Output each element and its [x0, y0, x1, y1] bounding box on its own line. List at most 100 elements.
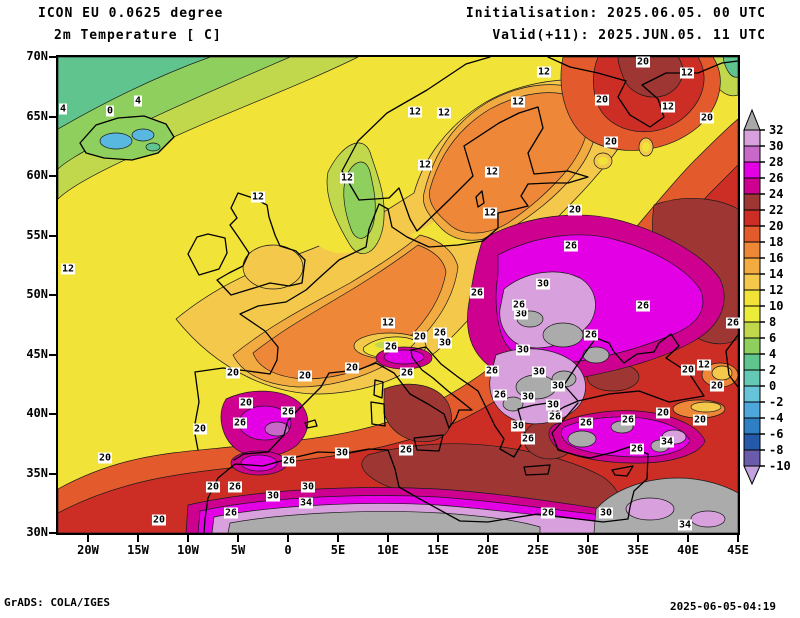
legend-value-label: 10 [769, 299, 783, 313]
legend-swatch [743, 257, 761, 275]
legend-swatch [743, 417, 761, 435]
legend-value-label: 4 [769, 347, 776, 361]
legend-swatch [743, 369, 761, 387]
lon-tick [137, 534, 139, 542]
lat-tick [49, 532, 57, 534]
legend-swatch [743, 129, 761, 147]
lat-tick-label: 40N [26, 406, 48, 420]
lat-tick-label: 50N [26, 287, 48, 301]
lon-tick-label: 15W [127, 543, 149, 557]
lon-tick-label: 20W [77, 543, 99, 557]
legend-swatch [743, 161, 761, 179]
lon-tick [687, 534, 689, 542]
lon-tick-label: 0 [284, 543, 292, 557]
legend-value-label: 6 [769, 331, 776, 345]
lat-tick [49, 353, 57, 356]
lon-tick-label: 5E [330, 543, 346, 557]
lon-tick [237, 534, 239, 542]
lat-tick-label: 65N [26, 108, 48, 123]
legend-value-label: 16 [769, 251, 783, 265]
legend-value-label: -8 [769, 443, 783, 457]
lat-tick [49, 56, 57, 58]
legend-value-label: 8 [769, 315, 776, 329]
lat-tick-label: 55N [26, 227, 48, 242]
creation-timestamp: 2025-06-05-04:19 [670, 600, 776, 613]
lon-tick-label: 20E [477, 543, 499, 557]
lon-tick-label: 45E [727, 543, 749, 557]
lat-tick-label: 70N [26, 49, 48, 63]
legend-swatch [743, 193, 761, 211]
lat-tick [49, 115, 57, 118]
legend-value-label: 24 [769, 187, 783, 201]
lon-tick [637, 534, 639, 542]
lon-tick-label: 35E [627, 543, 649, 557]
lat-tick [49, 234, 57, 237]
valid-time-label: Valid(+11): 2025.JUN.05. 11 UTC [492, 28, 766, 43]
legend-value-label: 2 [769, 363, 776, 377]
legend-swatch [743, 145, 761, 163]
legend-value-label: -2 [769, 395, 783, 409]
lat-tick [49, 294, 57, 296]
lon-tick [537, 534, 539, 542]
field-title: 2m Temperature [ C] [54, 28, 222, 43]
legend-value-label: -10 [769, 459, 791, 473]
lon-tick-label: 40E [677, 543, 699, 557]
legend-value-label: -4 [769, 411, 783, 425]
temperature-field-layer [58, 57, 738, 533]
legend-value-label: 22 [769, 203, 783, 217]
legend-swatch [743, 177, 761, 195]
model-title: ICON EU 0.0625 degree [38, 6, 224, 21]
legend-swatch [743, 385, 761, 403]
legend-swatch [743, 449, 761, 467]
lon-tick [337, 534, 339, 542]
legend-swatch [743, 273, 761, 291]
above-range-arrow [743, 108, 761, 131]
legend-swatch [743, 241, 761, 259]
lon-tick-label: 10E [377, 543, 399, 557]
legend-value-label: 18 [769, 235, 783, 249]
legend-swatch [743, 337, 761, 355]
lon-tick [487, 534, 489, 542]
lat-tick-label: 30N [26, 525, 48, 539]
lon-tick-label: 15E [427, 543, 449, 557]
coastline-layer [187, 57, 738, 533]
lon-tick [87, 534, 89, 542]
lat-tick-label: 60N [26, 168, 48, 182]
lat-tick [49, 472, 57, 475]
temperature-map [58, 57, 738, 533]
legend-value-label: 12 [769, 283, 783, 297]
legend-swatch [743, 321, 761, 339]
lon-tick-label: 30E [577, 543, 599, 557]
legend-value-label: 28 [769, 155, 783, 169]
legend-value-label: 26 [769, 171, 783, 185]
legend-value-label: 14 [769, 267, 783, 281]
legend-value-label: 30 [769, 139, 783, 153]
lon-tick-label: 5W [230, 543, 246, 557]
legend-value-label: 32 [769, 123, 783, 137]
lon-tick [187, 534, 189, 542]
grads-credit: GrADS: COLA/IGES [4, 596, 110, 609]
lon-tick [737, 534, 739, 542]
lat-tick [49, 413, 57, 415]
legend-swatch [743, 401, 761, 419]
lat-tick-label: 45N [26, 346, 48, 361]
lon-tick-label: 10W [177, 543, 199, 557]
lon-tick [587, 534, 589, 542]
lon-tick [387, 534, 389, 542]
lon-tick [437, 534, 439, 542]
legend-swatch [743, 289, 761, 307]
lat-tick [49, 175, 57, 177]
legend-value-label: -6 [769, 427, 783, 441]
legend-swatch [743, 305, 761, 323]
init-time-label: Initialisation: 2025.06.05. 00 UTC [465, 6, 766, 21]
color-legend: 32 30 28 26 24 22 20 18 16 14 12 10 8 6 4 2 0 -2 -4 -6 -8 -10 [742, 108, 800, 492]
legend-swatch [743, 225, 761, 243]
legend-swatch [743, 209, 761, 227]
below-range-arrow [743, 465, 761, 486]
lon-tick-label: 25E [527, 543, 549, 557]
legend-value-label: 20 [769, 219, 783, 233]
lon-tick [287, 534, 289, 542]
lat-tick-label: 35N [26, 465, 48, 480]
legend-swatch [743, 433, 761, 451]
